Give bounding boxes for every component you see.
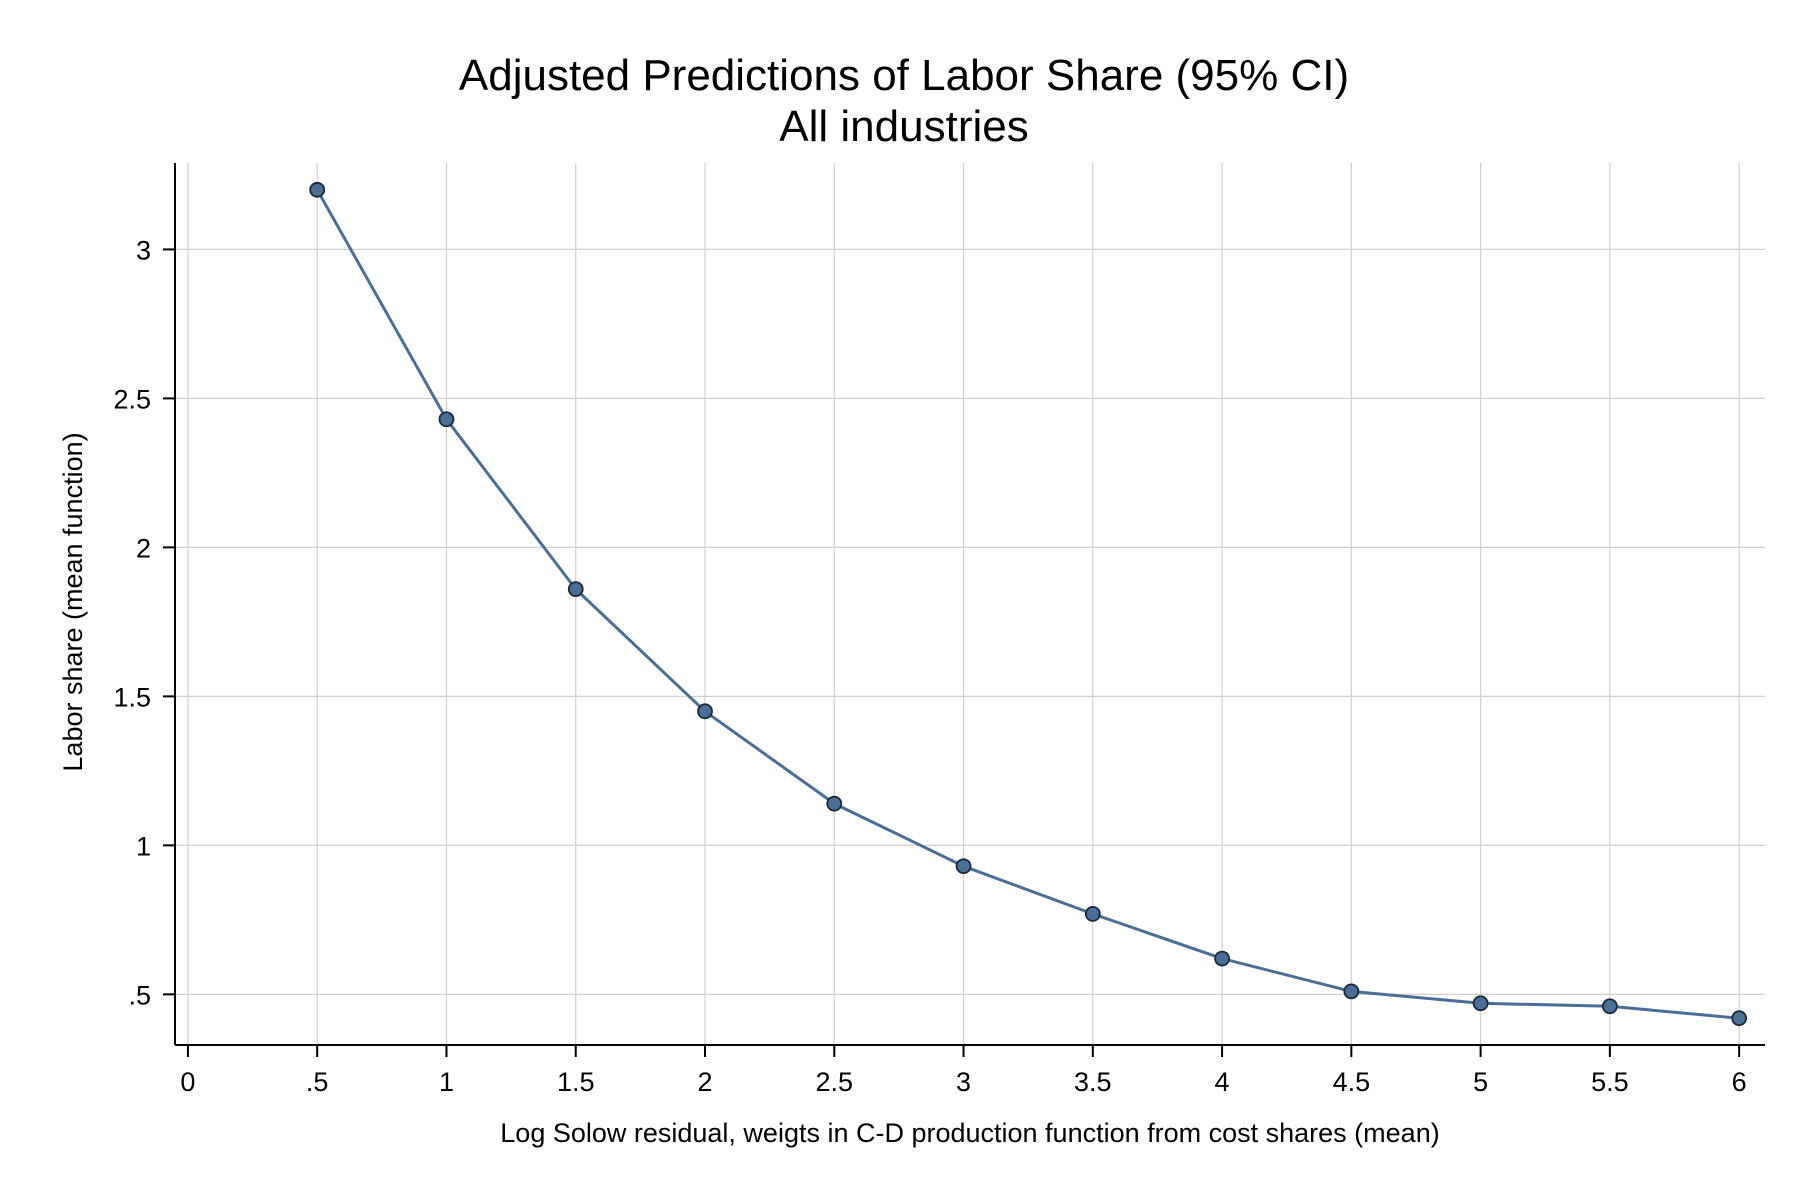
y-axis-label: Labor share (mean function) xyxy=(58,432,88,771)
x-tick-label-3: 1.5 xyxy=(557,1067,595,1097)
data-point-4 xyxy=(826,795,843,812)
data-point-10 xyxy=(1601,998,1618,1015)
series-group xyxy=(309,181,1748,1027)
data-point-3 xyxy=(697,703,713,720)
tick-marks: 0 .5 1 1.5 2 2.5 3 3.5 4 4.5 5 5.5 6 .5 1 1.5 2 2.5 3 xyxy=(113,235,1746,1097)
x-tick-label-0: 0 xyxy=(180,1067,195,1097)
y-tick-label-4: 2.5 xyxy=(113,384,151,414)
x-tick-label-2: 1 xyxy=(439,1067,454,1097)
data-point-7 xyxy=(1214,950,1230,967)
chart-title: Adjusted Predictions of Labor Share (95%… xyxy=(459,51,1349,100)
y-tick-label-2: 1.5 xyxy=(113,682,151,712)
x-tick-label-10: 5 xyxy=(1473,1067,1488,1097)
x-tick-label-7: 3.5 xyxy=(1074,1067,1112,1097)
data-point-1 xyxy=(438,411,455,428)
chart-subtitle: All industries xyxy=(779,102,1028,151)
x-axis-label: Log Solow residual, weigts in C-D produc… xyxy=(500,1118,1439,1148)
x-tick-label-4: 2 xyxy=(697,1067,712,1097)
data-point-5 xyxy=(955,858,972,875)
data-point-8 xyxy=(1343,983,1360,1000)
grid-lines xyxy=(175,163,1765,1045)
data-point-2 xyxy=(567,581,584,598)
data-point-0 xyxy=(309,181,326,198)
data-point-9 xyxy=(1472,995,1489,1012)
axes xyxy=(174,163,1765,1046)
data-point-11 xyxy=(1731,1010,1748,1027)
y-tick-label-1: 1 xyxy=(136,831,151,861)
x-tick-label-1: .5 xyxy=(306,1067,329,1097)
y-tick-label-5: 3 xyxy=(136,235,151,265)
x-tick-label-8: 4 xyxy=(1215,1067,1230,1097)
x-tick-label-12: 6 xyxy=(1732,1067,1747,1097)
y-tick-label-0: .5 xyxy=(128,980,151,1010)
x-tick-label-9: 4.5 xyxy=(1333,1067,1371,1097)
y-tick-label-3: 2 xyxy=(136,533,151,563)
x-tick-label-5: 2.5 xyxy=(815,1067,853,1097)
data-point-6 xyxy=(1084,905,1101,922)
x-tick-label-11: 5.5 xyxy=(1591,1067,1629,1097)
series-line-0 xyxy=(315,189,1740,1020)
x-tick-label-6: 3 xyxy=(956,1067,971,1097)
